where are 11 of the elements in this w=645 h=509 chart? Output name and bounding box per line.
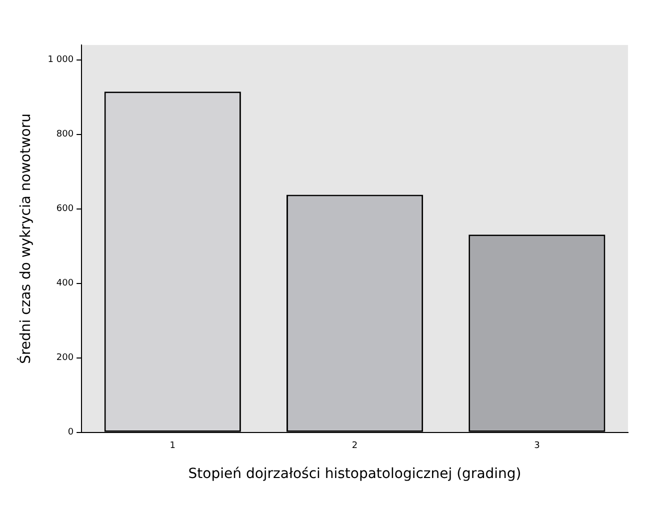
y-tick-label: 1 000 xyxy=(48,55,74,66)
y-tick-label: 600 xyxy=(56,204,74,214)
y-tick-label: 800 xyxy=(56,130,74,140)
y-axis-title: Średni czas do wykrycia nowotworu xyxy=(17,113,34,364)
y-tick-label: 400 xyxy=(56,278,74,289)
x-axis-title: Stopień dojrzałości histopatologicznej (grading) xyxy=(188,466,522,482)
x-tick-label: 3 xyxy=(534,441,540,452)
y-tick-label: 200 xyxy=(56,353,74,364)
x-tick-label: 1 xyxy=(170,441,176,452)
x-tick-label: 2 xyxy=(352,441,358,452)
y-tick-label: 0 xyxy=(68,428,74,438)
